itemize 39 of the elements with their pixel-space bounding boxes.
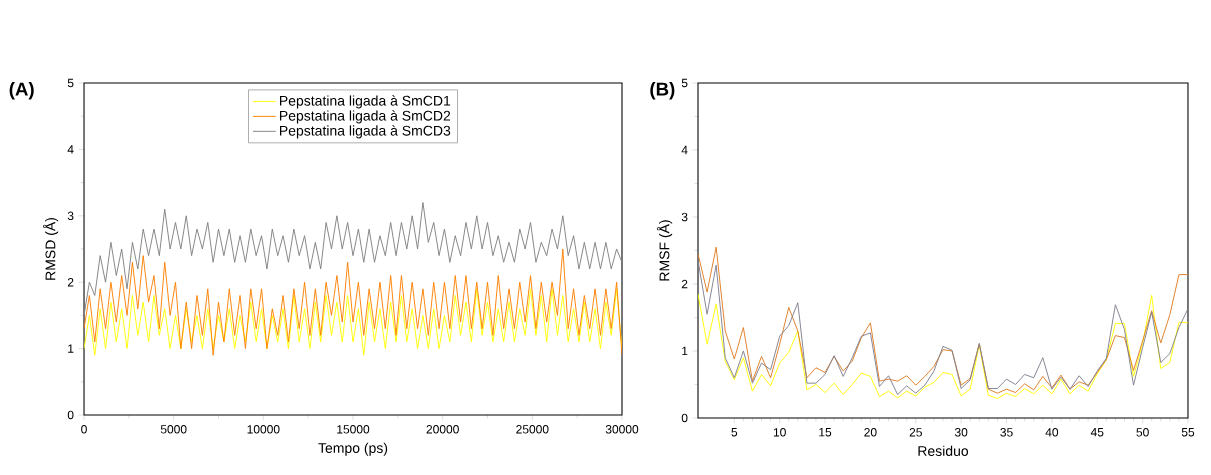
x-tick-label: 45 bbox=[1090, 428, 1104, 437]
x-tick-label: 15000 bbox=[337, 425, 370, 434]
x-tick-label: 5000 bbox=[160, 425, 187, 434]
x-tick-label: 5 bbox=[731, 428, 738, 437]
y-tick-label: 1 bbox=[682, 346, 688, 356]
y-tick-label: 4 bbox=[681, 145, 688, 155]
y-tick-label: 1 bbox=[68, 344, 74, 353]
x-tick-label: 25 bbox=[909, 428, 922, 437]
x-tick-label: 30000 bbox=[605, 425, 639, 434]
x-tick-label: 50 bbox=[1136, 428, 1149, 437]
y-axis-title: RMSD (Å) bbox=[43, 218, 59, 280]
x-tick-label: 15 bbox=[819, 428, 832, 437]
x-tick-label: 0 bbox=[81, 425, 87, 434]
x-axis-title: Residuo bbox=[918, 445, 969, 456]
text: (B) bbox=[650, 82, 675, 100]
x-tick-label: 20000 bbox=[426, 425, 459, 434]
x-tick-label: 10000 bbox=[247, 425, 280, 434]
legend-label: Pepstatina ligada à SmCD1 bbox=[280, 95, 451, 109]
y-tick-label: 3 bbox=[681, 212, 688, 222]
x-tick-label: 55 bbox=[1181, 428, 1195, 437]
legend-label: Pepstatina ligada à SmCD3 bbox=[280, 125, 451, 139]
y-tick-label: 4 bbox=[67, 145, 74, 154]
y-tick-label: 2 bbox=[681, 279, 688, 289]
y-tick-label: 2 bbox=[67, 278, 74, 287]
x-tick-label: 20 bbox=[864, 428, 877, 437]
y-tick-label: 3 bbox=[67, 211, 74, 221]
legend-label: Pepstatina ligada à SmCD2 bbox=[280, 110, 451, 124]
y-tick-label: 5 bbox=[681, 78, 688, 88]
y-tick-label: 0 bbox=[681, 413, 688, 423]
x-tick-label: 10 bbox=[773, 428, 786, 437]
x-tick-label: 25000 bbox=[516, 425, 549, 434]
x-tick-label: 40 bbox=[1045, 428, 1059, 437]
y-axis-title: RMSF (Å) bbox=[657, 220, 673, 281]
y-tick-label: 0 bbox=[67, 410, 74, 420]
y-tick-label: 5 bbox=[67, 78, 74, 88]
text: (A) bbox=[9, 82, 34, 100]
x-tick-label: 35 bbox=[1000, 428, 1013, 437]
x-tick-label: 30 bbox=[954, 428, 968, 437]
x-axis-title: Tempo (ps) bbox=[318, 442, 388, 456]
